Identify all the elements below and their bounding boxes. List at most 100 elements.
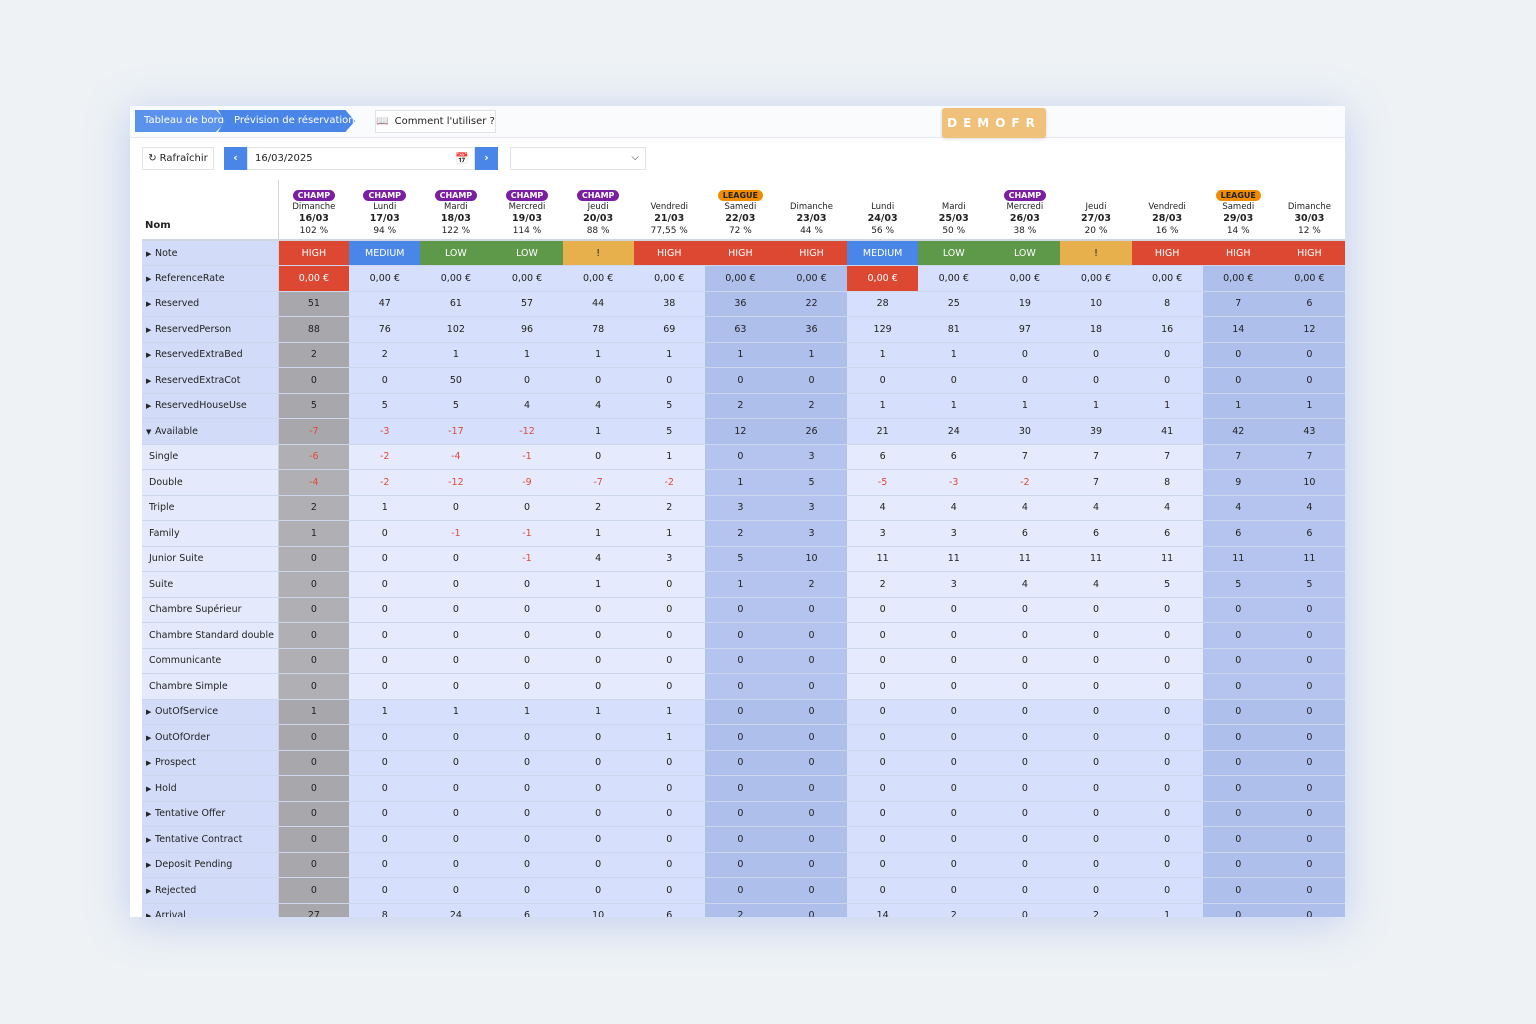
row-name[interactable]: ▶ ReservedExtraBed <box>142 342 279 368</box>
caret-right-icon[interactable]: ▶ <box>146 912 152 917</box>
table-cell: -3 <box>349 418 421 445</box>
caret-right-icon[interactable]: ▶ <box>146 835 152 844</box>
breadcrumb-dashboard[interactable]: Tableau de bord <box>135 110 227 132</box>
caret-right-icon[interactable]: ▶ <box>146 274 152 283</box>
day-column-header[interactable]: Dimanche 23/03 44 % <box>775 180 848 241</box>
day-column-header[interactable]: Jeudi 27/03 20 % <box>1060 180 1132 241</box>
day-column-header[interactable]: CHAMP Dimanche 16/03 102 % <box>278 180 350 241</box>
table-cell: 1 <box>420 342 492 368</box>
day-column-header[interactable]: CHAMP Mercredi 19/03 114 % <box>491 180 563 241</box>
day-day: Lundi <box>871 202 895 212</box>
row-name[interactable]: ▶ OutOfOrder <box>142 724 279 751</box>
caret-right-icon[interactable]: ▶ <box>146 300 152 309</box>
day-column-header[interactable]: Lundi 24/03 56 % <box>847 180 919 241</box>
help-button[interactable]: 📖 Comment l'utiliser ? <box>375 110 496 133</box>
caret-right-icon[interactable]: ▶ <box>146 402 152 411</box>
row-name[interactable]: ▶ Prospect <box>142 750 279 776</box>
table-cell: 7 <box>1060 469 1132 496</box>
table-cell: 1 <box>847 342 919 368</box>
table-cell: 1 <box>1273 393 1345 419</box>
refresh-button[interactable]: ↻ Rafraîchir <box>142 147 214 170</box>
caret-right-icon[interactable]: ▶ <box>146 376 152 385</box>
table-cell: 0 <box>491 367 563 394</box>
day-column-header[interactable]: Vendredi 28/03 16 % <box>1131 180 1203 241</box>
row-name[interactable]: ▶ ReferenceRate <box>142 265 279 292</box>
table-cell: 12 <box>704 418 776 445</box>
caret-right-icon[interactable]: ▶ <box>146 810 152 819</box>
caret-right-icon[interactable]: ▶ <box>146 861 152 870</box>
row-name[interactable]: ▶ ReservedPerson <box>142 316 279 343</box>
day-column-header[interactable]: CHAMP Lundi 17/03 94 % <box>349 180 421 241</box>
caret-right-icon[interactable]: ▶ <box>146 784 152 793</box>
row-name[interactable]: ▶ Rejected <box>142 877 279 904</box>
row-name: Family <box>142 520 279 547</box>
table-cell: 5 <box>278 393 350 419</box>
day-day: Dimanche <box>1287 202 1331 212</box>
caret-right-icon[interactable]: ▶ <box>146 708 152 717</box>
table-cell: 1 <box>349 699 421 725</box>
calendar-icon[interactable]: 📅 <box>455 152 469 165</box>
day-day: Jeudi <box>587 202 609 212</box>
note-cell: MEDIUM <box>847 240 919 266</box>
caret-down-icon[interactable]: ▼ <box>146 427 152 436</box>
row-label: Reserved <box>155 298 200 310</box>
table-cell: 11 <box>1060 546 1132 572</box>
row-name[interactable]: ▶ Note <box>142 240 279 266</box>
date-input[interactable]: 16/03/2025 📅 <box>247 147 475 170</box>
event-badge: CHAMP <box>292 190 336 201</box>
row-label: Single <box>149 451 179 463</box>
caret-right-icon[interactable]: ▶ <box>146 249 152 258</box>
table-cell: 7 <box>1202 291 1274 317</box>
table-cell: 0 <box>704 750 776 776</box>
day-column-header[interactable]: Vendredi 21/03 77,55 % <box>633 180 705 241</box>
table-cell: 0 <box>420 495 492 521</box>
table-cell: 0 <box>491 801 563 827</box>
caret-right-icon[interactable]: ▶ <box>146 351 152 360</box>
breadcrumb-booking-forecast[interactable]: Prévision de réservation <box>218 110 355 132</box>
table-cell: 0 <box>775 367 848 394</box>
caret-right-icon[interactable]: ▶ <box>146 886 152 895</box>
table-cell: 5 <box>775 469 848 496</box>
day-column-header[interactable]: CHAMP Mercredi 26/03 38 % <box>989 180 1061 241</box>
previous-date-button[interactable]: ‹ <box>224 147 247 170</box>
row-name[interactable]: ▶ Reserved <box>142 291 279 317</box>
next-date-button[interactable]: › <box>475 147 498 170</box>
row-name[interactable]: ▶ Deposit Pending <box>142 852 279 878</box>
table-cell: 0 <box>989 648 1061 674</box>
table-cell: 10 <box>1060 291 1132 317</box>
table-cell: 0 <box>1131 750 1203 776</box>
day-column-header[interactable]: LEAGUE Samedi 22/03 72 % <box>704 180 776 241</box>
caret-right-icon[interactable]: ▶ <box>146 325 152 334</box>
table-cell: 42 <box>1202 418 1274 445</box>
table-cell: 36 <box>704 291 776 317</box>
table-cell: 0 <box>704 367 776 394</box>
caret-right-icon[interactable]: ▶ <box>146 733 152 742</box>
table-cell: 0 <box>1273 597 1345 623</box>
table-cell: 11 <box>989 546 1061 572</box>
row-name[interactable]: ▶ Arrival <box>142 903 279 917</box>
table-cell: 0 <box>704 648 776 674</box>
table-cell: 5 <box>633 393 705 419</box>
table-cell: 0 <box>918 750 990 776</box>
row-name[interactable]: ▶ Tentative Offer <box>142 801 279 827</box>
day-column-header[interactable]: CHAMP Mardi 18/03 122 % <box>420 180 492 241</box>
filter-select[interactable]: ⌵ <box>510 147 646 170</box>
row-name[interactable]: ▼ Available <box>142 418 279 445</box>
day-column-header[interactable]: LEAGUE Samedi 29/03 14 % <box>1202 180 1274 241</box>
table-cell: 1 <box>1060 393 1132 419</box>
table-cell: 5 <box>420 393 492 419</box>
day-column-header[interactable]: Dimanche 30/03 12 % <box>1273 180 1345 241</box>
table-cell: 18 <box>1060 316 1132 343</box>
table-cell: 2 <box>704 393 776 419</box>
table-cell: 0 <box>633 775 705 802</box>
row-name[interactable]: ▶ ReservedExtraCot <box>142 367 279 394</box>
day-column-header[interactable]: CHAMP Jeudi 20/03 88 % <box>562 180 634 241</box>
row-name[interactable]: ▶ Tentative Contract <box>142 826 279 853</box>
row-name[interactable]: ▶ ReservedHouseUse <box>142 393 279 419</box>
row-name[interactable]: ▶ OutOfService <box>142 699 279 725</box>
caret-right-icon[interactable]: ▶ <box>146 759 152 768</box>
row-name[interactable]: ▶ Hold <box>142 775 279 802</box>
table-cell: 24 <box>420 903 492 917</box>
day-column-header[interactable]: Mardi 25/03 50 % <box>918 180 990 241</box>
table-cell: 0 <box>349 367 421 394</box>
